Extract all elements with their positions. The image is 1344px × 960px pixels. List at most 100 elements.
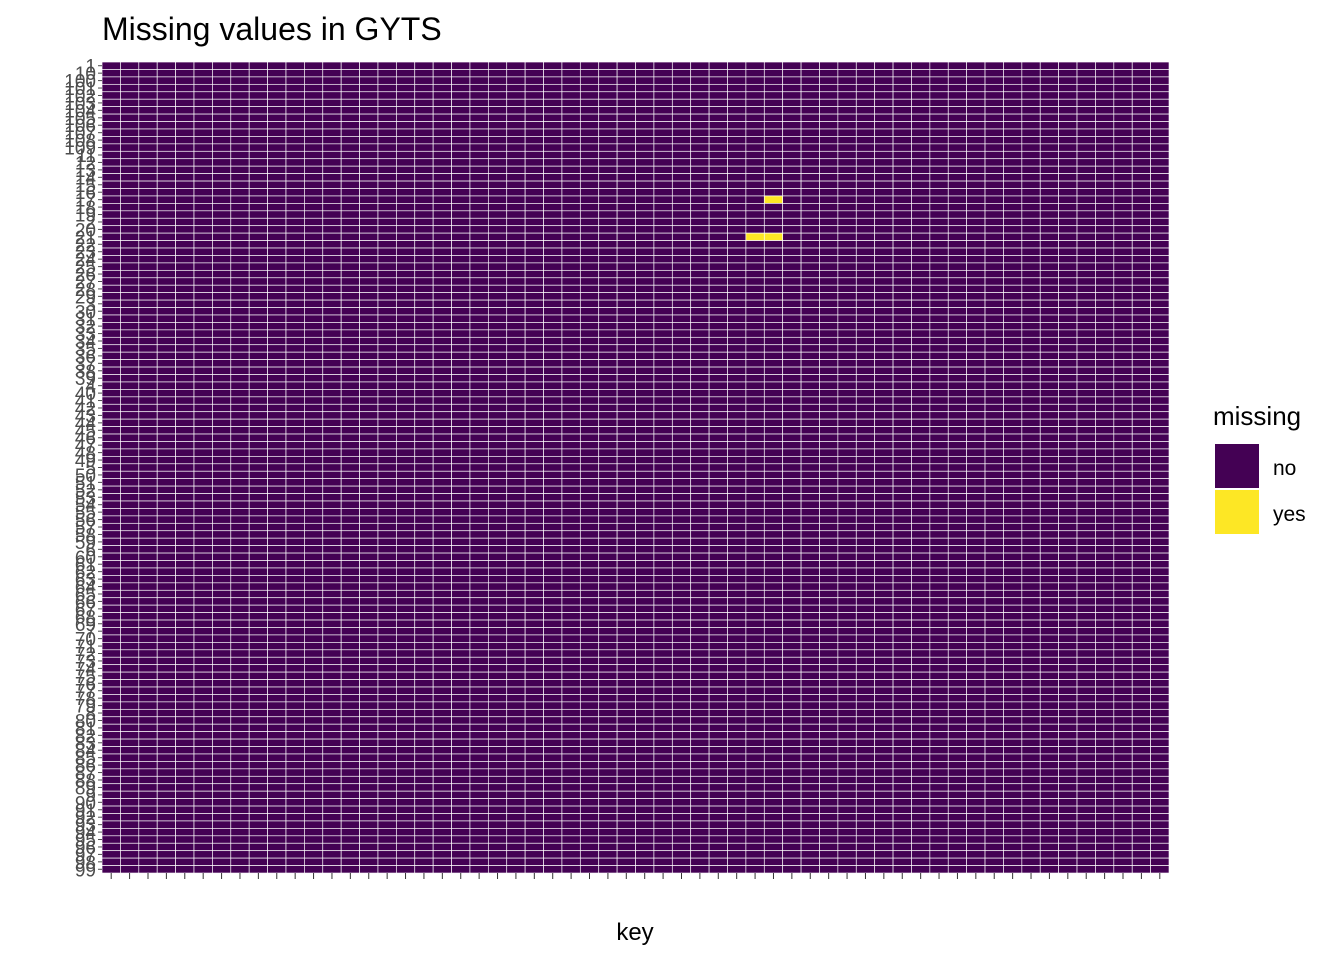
heatmap-cell [635,545,655,554]
heatmap-cell [671,210,692,219]
heatmap-cell [911,225,931,234]
heatmap-cell [727,158,747,167]
heatmap-cell [727,448,747,457]
heatmap-cell [1039,396,1060,405]
heatmap-cell [395,240,416,249]
heatmap-cell [800,575,820,584]
heatmap-cell [763,619,784,628]
heatmap-cell [1076,336,1096,346]
heatmap-cell [1039,240,1060,249]
heatmap-cell [377,470,397,480]
heatmap-cell [763,530,784,539]
heatmap-cell [966,299,986,308]
heatmap-cell [1058,500,1078,509]
heatmap-cell [745,269,765,279]
heatmap-cell [304,351,324,361]
heatmap-cell [1039,136,1060,145]
heatmap-cell [837,180,857,189]
heatmap-cell [432,389,452,398]
heatmap-cell [1095,515,1115,524]
heatmap-cell [469,232,489,241]
heatmap-cell [855,403,876,413]
heatmap-cell [322,448,342,457]
heatmap-cell [1131,217,1152,227]
heatmap-cell [175,128,195,137]
heatmap-cell [395,597,416,606]
heatmap-cell [745,351,765,361]
heatmap-cell [1131,441,1152,450]
heatmap-cell [690,597,710,606]
heatmap-cell [524,448,544,457]
heatmap-cell [855,165,876,175]
heatmap-cell [506,232,526,241]
heatmap-cell [1150,597,1170,606]
heatmap-cell [1150,426,1170,435]
heatmap-cell [690,485,710,494]
heatmap-cell [1150,656,1170,666]
heatmap-cell [285,545,305,554]
heatmap-cell [101,98,121,108]
heatmap-cell [708,165,728,175]
heatmap-cell [782,679,802,688]
heatmap-cell [1076,225,1096,234]
heatmap-cell [708,136,728,145]
heatmap-cell [984,336,1004,346]
heatmap-cell [1076,359,1096,368]
heatmap-cell [1058,537,1078,547]
heatmap-cell [800,366,820,375]
heatmap-cell [432,240,452,249]
heatmap-cell [359,314,379,323]
heatmap-cell [248,195,268,204]
heatmap-cell [267,188,287,197]
heatmap-cell [1150,262,1170,271]
heatmap-cell [966,247,986,256]
heatmap-cell [120,225,140,234]
heatmap-cell [175,686,195,695]
heatmap-cell [524,366,544,375]
heatmap-cell [120,612,140,621]
heatmap-cell [212,694,232,703]
heatmap-cell [708,277,728,286]
heatmap-cell [414,426,434,435]
heatmap-cell [671,158,692,167]
heatmap-cell [1039,537,1060,547]
heatmap-cell [763,262,784,271]
heatmap-cell [1076,210,1096,219]
heatmap-cell [708,69,728,78]
heatmap-cell [727,634,747,643]
heatmap-cell [708,694,728,703]
heatmap-cell [763,641,784,651]
heatmap-cell [635,656,655,666]
heatmap-cell [1003,649,1023,658]
heatmap-cell [506,128,526,137]
heatmap-cell [359,143,379,152]
heatmap-cell [837,381,857,390]
heatmap-cell [304,336,324,346]
heatmap-cell [561,575,581,584]
heatmap-cell [561,634,581,643]
heatmap-cell [414,448,434,457]
heatmap-cell [727,351,747,361]
heatmap-cell [561,567,581,576]
heatmap-cell [782,604,802,613]
heatmap-cell [708,98,728,108]
heatmap-cell [635,143,655,152]
heatmap-cell [1095,671,1115,680]
heatmap-cell [671,329,692,338]
heatmap-cell [1113,418,1133,427]
heatmap-cell [175,292,195,301]
heatmap-cell [506,136,526,145]
heatmap-cell [1095,173,1115,182]
heatmap-cell [892,203,912,212]
heatmap-cell [340,686,360,695]
heatmap-cell [322,322,342,331]
heatmap-cell [322,366,342,375]
heatmap-cell [285,158,305,167]
heatmap-cell [506,641,526,651]
heatmap-cell [120,500,140,509]
heatmap-cell [671,322,692,331]
heatmap-cell [156,441,176,450]
heatmap-cell [230,195,250,204]
heatmap-cell [1039,314,1060,323]
heatmap-cell [138,255,158,264]
